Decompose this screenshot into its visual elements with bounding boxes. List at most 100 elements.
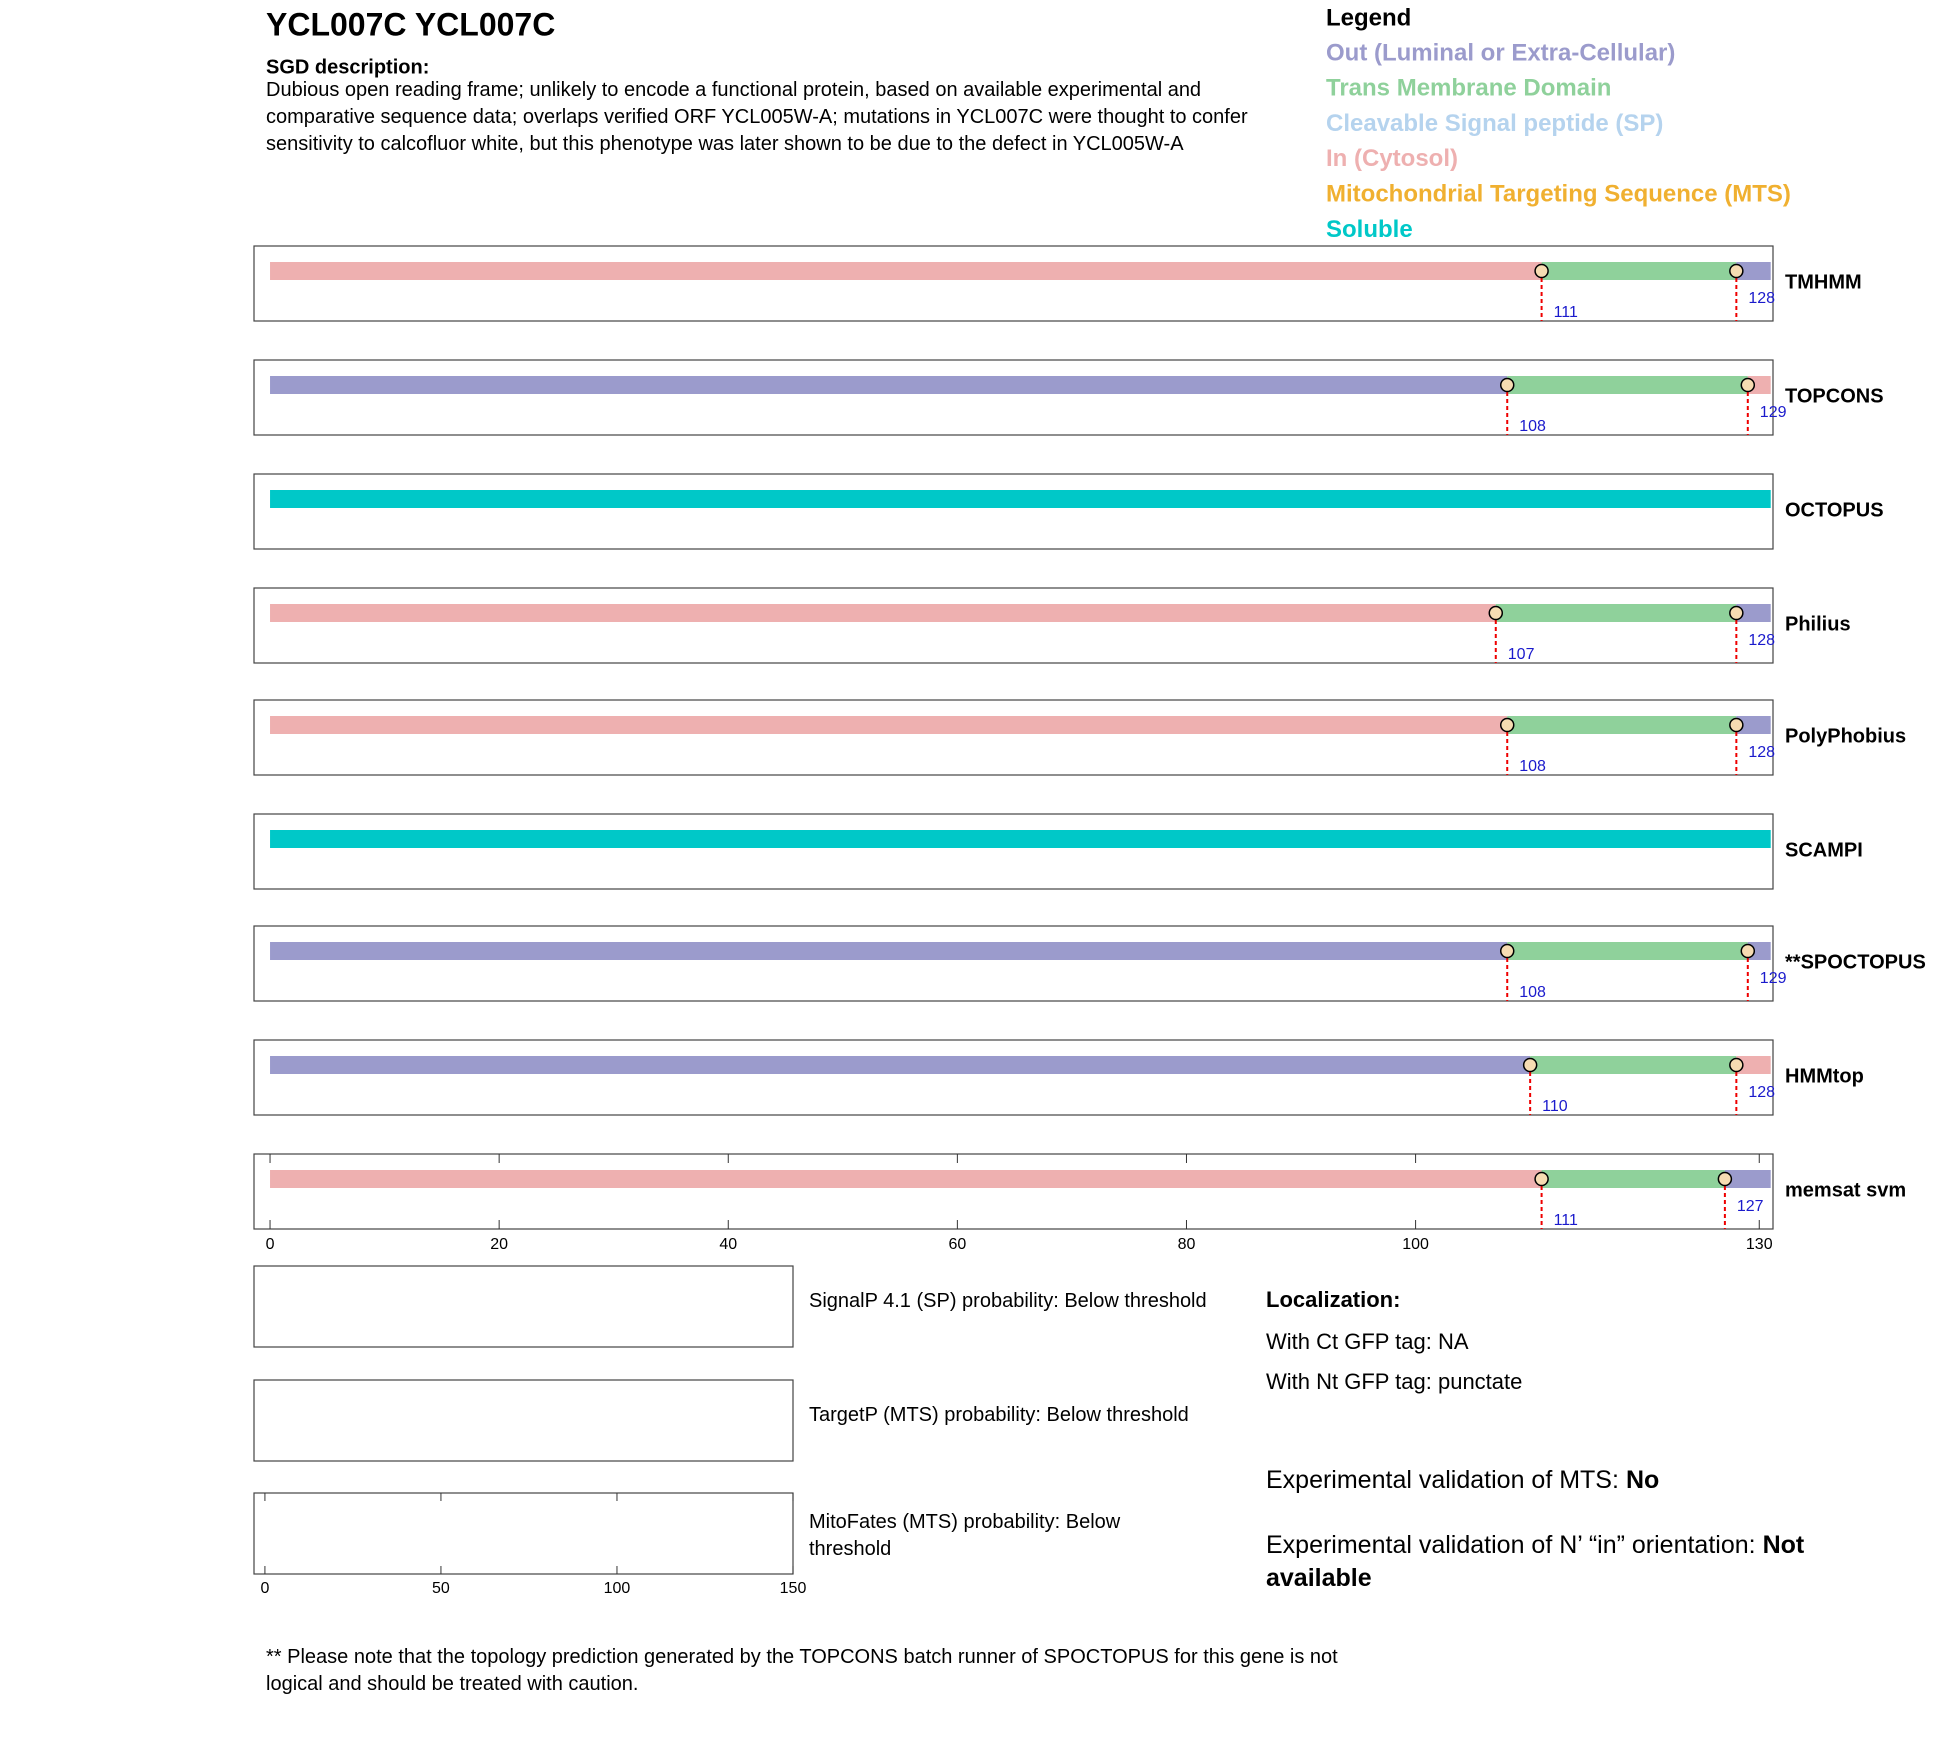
validation-label: Experimental validation of N’ “in” orien…	[1266, 1531, 1756, 1559]
topology-segment	[1541, 1170, 1725, 1188]
boundary-dot	[1729, 1057, 1744, 1073]
gene-title: YCL007C YCL007C	[266, 6, 555, 42]
legend-entry: Out (Luminal or Extra-Cellular)	[1326, 39, 1675, 66]
boundary-dot	[1729, 263, 1744, 279]
validation-value: No	[1625, 1466, 1660, 1494]
track-name: SCAMPI	[1785, 839, 1863, 861]
track-frame	[253, 1153, 1774, 1230]
legend-entry: Mitochondrial Targeting Sequence (MTS)	[1326, 181, 1791, 208]
topology-segment	[1541, 262, 1737, 280]
track-name: OCTOPUS	[1785, 499, 1884, 521]
x-tick-label: 60	[948, 1236, 966, 1253]
track-name: TOPCONS	[1785, 385, 1884, 407]
legend-title: Legend	[1326, 4, 1411, 31]
probability-frame	[253, 1492, 794, 1575]
probability-frame	[253, 1379, 794, 1462]
probability-text: TargetP (MTS) probability: Below thresho…	[809, 1404, 1189, 1426]
topology-segment	[270, 262, 1542, 280]
topology-segment	[1736, 262, 1771, 280]
boundary-dot	[1729, 717, 1744, 733]
topology-segment	[270, 1170, 1542, 1188]
topology-segment	[1747, 942, 1771, 960]
track-name: HMMtop	[1785, 1065, 1864, 1087]
validation-label: Experimental validation of MTS:	[1266, 1466, 1619, 1494]
boundary-label: 129	[1760, 970, 1787, 987]
boundary-dot	[1522, 1057, 1538, 1073]
boundary-dot	[1717, 1171, 1733, 1187]
track-frame	[253, 925, 1774, 1002]
x-tick-label: 130	[1746, 1236, 1773, 1253]
validation-value: Not available	[1266, 1531, 1805, 1592]
topology-segment	[1736, 1056, 1771, 1074]
track-frame	[253, 245, 1774, 322]
track-name: PolyPhobius	[1785, 725, 1906, 747]
boundary-label: 108	[1519, 418, 1546, 435]
boundary-label: 107	[1508, 646, 1535, 663]
legend-entry: Trans Membrane Domain	[1326, 75, 1611, 102]
track-name: memsat svm	[1785, 1179, 1906, 1201]
boundary-label: 108	[1519, 758, 1546, 775]
boundary-label: 108	[1519, 984, 1546, 1001]
boundary-label: 128	[1748, 1084, 1775, 1101]
boundary-label: 111	[1554, 304, 1578, 321]
topology-segment	[270, 716, 1508, 734]
topology-segment	[270, 604, 1496, 622]
boundary-dot	[1729, 605, 1744, 621]
boundary-label: 111	[1554, 1212, 1578, 1229]
boundary-dot	[1740, 943, 1756, 959]
boundary-dot	[1534, 1171, 1549, 1187]
legend-entry: Cleavable Signal peptide (SP)	[1326, 110, 1663, 137]
track-frame	[253, 473, 1774, 550]
topology-segment	[1507, 942, 1748, 960]
x-tick-label: 150	[780, 1580, 807, 1597]
probability-text: SignalP 4.1 (SP) probability: Below thre…	[809, 1290, 1207, 1312]
probability-frame	[253, 1265, 794, 1348]
boundary-label: 110	[1542, 1098, 1568, 1115]
boundary-dot	[1534, 263, 1549, 279]
boundary-label: 128	[1748, 744, 1775, 761]
boundary-label: 128	[1748, 632, 1775, 649]
track-frame	[253, 1039, 1774, 1116]
footnote: ** Please note that the topology predict…	[266, 1646, 1338, 1695]
track-frame	[253, 813, 1774, 890]
legend-entry: Soluble	[1326, 216, 1413, 243]
topology-segment	[270, 830, 1771, 848]
track-name: **SPOCTOPUS	[1785, 951, 1926, 973]
boundary-dot	[1740, 377, 1756, 393]
boundary-label: 127	[1737, 1198, 1764, 1215]
legend-entry: In (Cytosol)	[1326, 145, 1458, 172]
topology-segment	[1736, 716, 1771, 734]
topology-segment	[270, 490, 1771, 508]
description-label: SGD description:	[266, 56, 429, 78]
boundary-dot	[1488, 605, 1504, 621]
validation-orientation: Experimental validation of N’ “in” orien…	[1266, 1529, 1866, 1595]
topology-segment	[1507, 716, 1737, 734]
topology-segment	[1530, 1056, 1737, 1074]
x-tick-label: 50	[432, 1580, 450, 1597]
validation-mts: Experimental validation of MTS: No	[1266, 1464, 1856, 1497]
track-name: TMHMM	[1785, 271, 1862, 293]
description: Dubious open reading frame; unlikely to …	[266, 79, 1248, 155]
boundary-dot	[1499, 943, 1515, 959]
x-tick-label: 100	[1402, 1236, 1429, 1253]
topology-segment	[270, 942, 1508, 960]
track-name: Philius	[1785, 613, 1851, 635]
topology-segment	[1495, 604, 1737, 622]
topology-segment	[1724, 1170, 1771, 1188]
x-tick-label: 40	[719, 1236, 737, 1253]
boundary-dot	[1499, 717, 1515, 733]
probability-text: MitoFates (MTS) probability: Below thres…	[809, 1511, 1121, 1560]
localization-title: Localization:	[1266, 1287, 1401, 1312]
track-frame	[253, 359, 1774, 436]
x-tick-label: 80	[1178, 1236, 1196, 1253]
x-tick-label: 0	[260, 1580, 269, 1597]
topology-segment	[1747, 376, 1771, 394]
track-frame	[253, 699, 1774, 776]
topology-segment	[1736, 604, 1771, 622]
localization-ct: With Ct GFP tag: NA	[1266, 1329, 1469, 1354]
boundary-dot	[1499, 377, 1515, 393]
x-tick-label: 20	[490, 1236, 508, 1253]
topology-segment	[270, 1056, 1531, 1074]
